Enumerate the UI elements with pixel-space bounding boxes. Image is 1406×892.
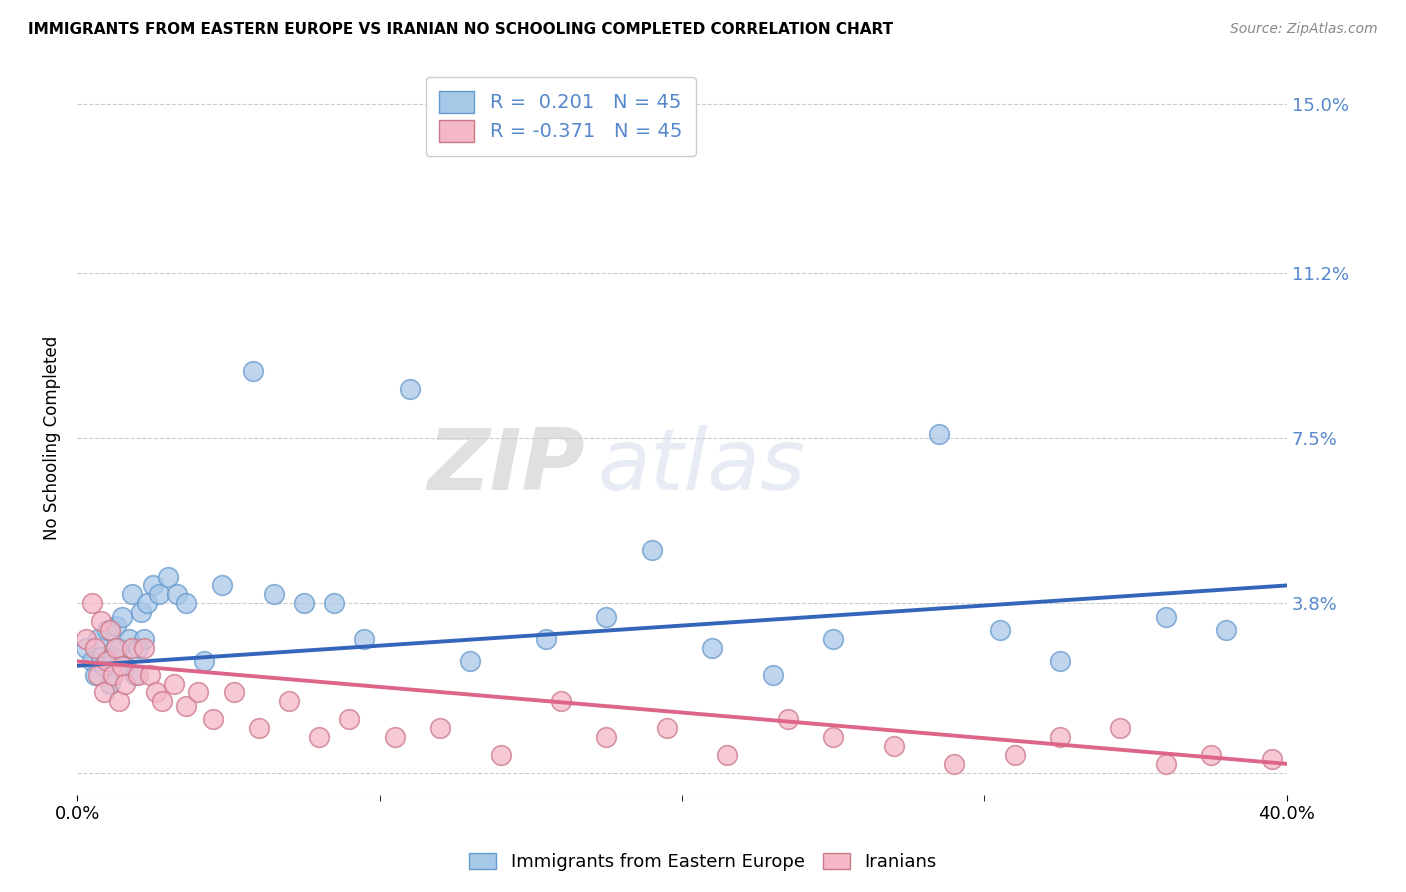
Point [988,623,1011,637]
Point [135,596,157,610]
Point [211,578,233,592]
Point [90,649,112,664]
Point [1109,721,1132,735]
Point [93,658,115,673]
Point [202,712,225,726]
Point [142,578,165,592]
Text: Source: ZipAtlas.com: Source: ZipAtlas.com [1230,22,1378,37]
Point [776,712,799,726]
Point [323,596,346,610]
Point [224,685,246,699]
Point [263,587,285,601]
Point [716,747,738,762]
Point [1260,752,1282,766]
Point [117,632,139,646]
Point [534,632,557,646]
Point [150,694,173,708]
Point [595,730,617,744]
Point [121,640,143,655]
Point [111,658,134,673]
Point [156,569,179,583]
Point [337,712,360,726]
Text: atlas: atlas [598,425,806,508]
Point [489,747,512,762]
Point [90,614,112,628]
Point [103,649,125,664]
Point [132,640,155,655]
Point [1215,623,1237,637]
Point [82,596,104,610]
Point [242,364,264,378]
Point [641,542,664,557]
Point [163,676,186,690]
Point [762,667,785,681]
Point [943,756,966,771]
Point [174,596,197,610]
Point [1154,609,1177,624]
Point [823,632,845,646]
Point [550,694,572,708]
Point [1154,756,1177,771]
Point [96,623,118,637]
Point [928,426,950,441]
Point [292,596,315,610]
Legend: R =  0.201   N = 45, R = -0.371   N = 45: R = 0.201 N = 45, R = -0.371 N = 45 [426,77,696,156]
Point [98,623,121,637]
Point [429,721,451,735]
Point [103,667,125,681]
Point [129,605,152,619]
Point [127,640,149,655]
Point [84,667,107,681]
Point [174,698,197,713]
Point [384,730,406,744]
Point [114,676,136,690]
Point [145,685,167,699]
Point [193,654,215,668]
Point [82,654,104,668]
Point [111,609,134,624]
Point [138,667,160,681]
Point [114,658,136,673]
Point [96,654,118,668]
Point [105,640,128,655]
Point [84,640,107,655]
Point [1004,747,1026,762]
Point [187,685,209,699]
Point [1049,730,1071,744]
Point [93,685,115,699]
Point [124,667,146,681]
Point [1049,654,1071,668]
Point [353,632,375,646]
Point [127,667,149,681]
Point [398,382,420,396]
Y-axis label: No Schooling Completed: No Schooling Completed [44,336,60,541]
Point [105,618,128,632]
Point [87,667,110,681]
Point [883,739,905,753]
Point [108,640,131,655]
Point [75,640,97,655]
Point [702,640,724,655]
Point [166,587,188,601]
Legend: Immigrants from Eastern Europe, Iranians: Immigrants from Eastern Europe, Iranians [463,846,943,879]
Point [595,609,617,624]
Point [823,730,845,744]
Point [247,721,270,735]
Point [108,694,131,708]
Text: IMMIGRANTS FROM EASTERN EUROPE VS IRANIAN NO SCHOOLING COMPLETED CORRELATION CHA: IMMIGRANTS FROM EASTERN EUROPE VS IRANIA… [28,22,893,37]
Point [121,587,143,601]
Point [1199,747,1222,762]
Point [75,632,97,646]
Point [148,587,170,601]
Point [655,721,678,735]
Point [458,654,481,668]
Point [277,694,299,708]
Point [132,632,155,646]
Point [308,730,330,744]
Text: ZIP: ZIP [427,425,585,508]
Point [87,632,110,646]
Point [98,676,121,690]
